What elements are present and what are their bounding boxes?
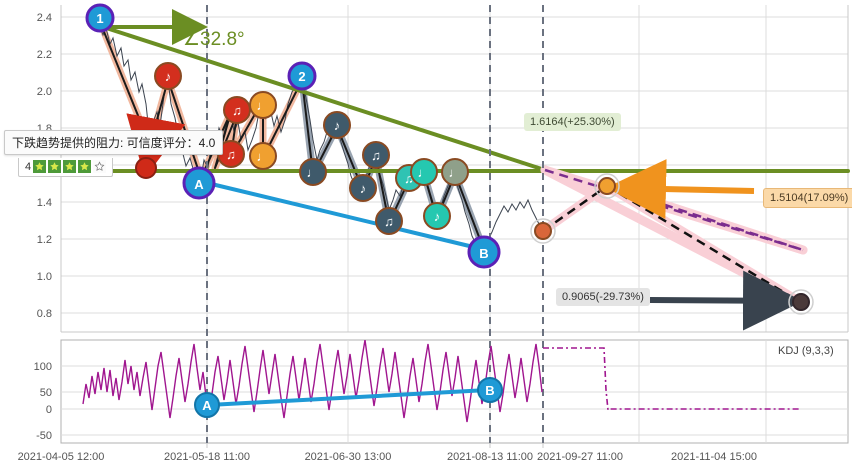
kdj-y-axis-labels: 100 50 0 -50: [34, 361, 52, 442]
projection-line-upper: [544, 168, 804, 252]
node-marker[interactable]: ♪: [154, 62, 182, 90]
x-tick: 2021-06-30 13:00: [305, 451, 392, 463]
y-tick: 2.4: [37, 12, 52, 24]
node-marker-rating-anchor[interactable]: [135, 157, 157, 179]
svg-text:♪: ♪: [360, 181, 367, 196]
x-tick: 2021-09-27 11:00: [537, 451, 623, 463]
wave-marker-1-label: 1: [96, 11, 103, 26]
projection-line-segment-a: [542, 184, 608, 233]
node-marker[interactable]: ♩: [441, 158, 469, 186]
y-tick: 1.2: [37, 234, 52, 246]
wave-degree-markers: 1 2 A B: [85, 3, 501, 269]
x-tick: 2021-05-18 11:00: [164, 451, 250, 463]
x-axis-ticks: [206, 443, 544, 448]
node-marker[interactable]: ♩: [410, 158, 438, 186]
svg-text:♩: ♩: [307, 165, 320, 180]
kdj-series-group: [82, 340, 800, 423]
node-marker-endpoint[interactable]: [788, 289, 814, 315]
svg-text:♫: ♫: [226, 147, 236, 162]
rating-value: 4: [25, 160, 32, 173]
svg-text:♫: ♫: [232, 103, 242, 118]
kdj-indicator-title: KDJ (9,3,3): [778, 345, 834, 357]
wave-node-markers: ♪ ♫ ♩ ♫ ♩ ♪ ♫ ♩ ♪ ♫ ♫ ♩ ♩ ♪: [135, 62, 814, 315]
node-marker[interactable]: [594, 173, 620, 199]
star-filled-icon: [63, 160, 77, 173]
svg-text:♩: ♩: [418, 165, 431, 180]
y-tick: 2.0: [37, 86, 52, 98]
x-tick: 2021-08-13 11:00: [447, 451, 533, 463]
kdj-line: [82, 340, 543, 423]
node-marker[interactable]: ♩: [249, 91, 277, 119]
node-marker[interactable]: ♫: [375, 207, 403, 235]
kdj-marker-A-label: A: [202, 398, 212, 413]
kdj-y-tick: 100: [34, 361, 52, 373]
wave-marker-B-label: B: [479, 246, 488, 261]
target-tag-mid[interactable]: 1.5104(17.09%): [763, 188, 852, 208]
node-marker[interactable]: ♪: [323, 111, 351, 139]
arrow-to-low-target: [649, 270, 803, 331]
target-tag-lower[interactable]: 0.9065(-29.73%): [556, 288, 650, 306]
node-marker[interactable]: ♩: [249, 142, 277, 170]
kdj-marker-B[interactable]: B: [477, 377, 503, 403]
node-marker[interactable]: [530, 218, 556, 244]
kdj-y-tick: 0: [46, 404, 52, 416]
confidence-rating: 4: [18, 158, 114, 177]
wave-marker-A[interactable]: A: [182, 166, 216, 200]
kdj-marker-A[interactable]: A: [194, 392, 220, 418]
node-marker[interactable]: ♫: [223, 96, 251, 124]
wave-marker-2-label: 2: [298, 69, 305, 84]
node-marker[interactable]: ♩: [299, 158, 327, 186]
star-filled-icon: [33, 160, 47, 173]
svg-text:♫: ♫: [404, 171, 414, 186]
star-filled-icon: [78, 160, 92, 173]
kdj-trendline-AB[interactable]: [207, 388, 490, 407]
y-tick: 2.2: [37, 49, 52, 61]
svg-text:♪: ♪: [165, 69, 172, 84]
trendlines-group: [94, 9, 850, 252]
resistance-tooltip: 下跌趋势提供的阻力: 可信度评分：4.0: [4, 130, 224, 155]
svg-text:♪: ♪: [334, 118, 341, 133]
trendline-resistance-descending[interactable]: [98, 24, 553, 174]
svg-text:♩: ♩: [449, 165, 462, 180]
node-marker[interactable]: ♫: [217, 140, 245, 168]
target-tag-upper[interactable]: 1.6164(+25.30%): [524, 113, 621, 131]
x-tick: 2021-04-05 12:00: [18, 451, 105, 463]
arrow-to-mid-target: [606, 159, 755, 220]
kdj-line-forecast: [543, 347, 800, 412]
node-marker[interactable]: ♫: [362, 141, 390, 169]
svg-text:♩: ♩: [257, 98, 270, 113]
x-tick: 2021-11-04 15:00: [671, 451, 757, 463]
y-tick: 0.8: [37, 308, 52, 320]
node-marker[interactable]: ♪: [349, 174, 377, 202]
y-tick: 1.0: [37, 271, 52, 283]
kdj-y-tick: 50: [40, 387, 52, 399]
wave-marker-B[interactable]: B: [467, 235, 501, 269]
svg-text:♫: ♫: [384, 214, 394, 229]
trendline-AB-descending[interactable]: [197, 179, 488, 252]
wave-marker-1[interactable]: 1: [85, 3, 115, 33]
wave-marker-A-label: A: [194, 177, 204, 192]
star-empty-icon: [93, 160, 107, 173]
svg-text:♩: ♩: [257, 149, 270, 164]
y-tick: 1.4: [37, 197, 52, 209]
kdj-marker-B-label: B: [485, 383, 494, 398]
star-filled-icon: [48, 160, 62, 173]
x-axis-labels: 2021-04-05 12:00 2021-05-18 11:00 2021-0…: [18, 451, 757, 463]
svg-text:♪: ♪: [434, 209, 441, 224]
kdj-markers-group: A B: [194, 377, 503, 418]
node-marker[interactable]: ♪: [423, 202, 451, 230]
price-line-raw: [98, 23, 544, 251]
svg-text:♫: ♫: [371, 148, 381, 163]
angle-annotation: ∠32.8°: [183, 29, 245, 50]
wave-marker-2[interactable]: 2: [287, 61, 317, 91]
kdj-y-tick: -50: [36, 430, 52, 442]
